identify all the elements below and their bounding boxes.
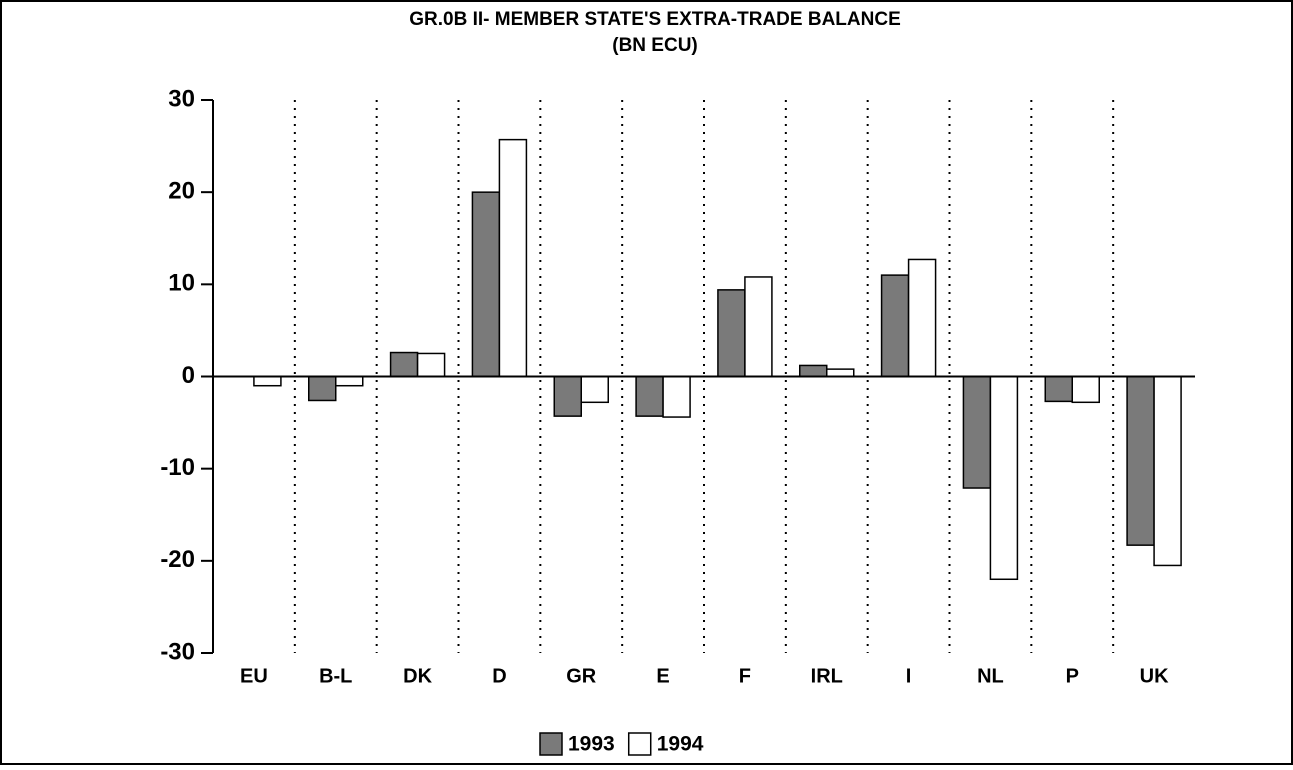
bar [1071,375,1100,404]
x-tick-label: I [906,665,912,687]
y-tick-label: 30 [168,85,195,112]
legend-label: 1994 [657,733,704,756]
bar [1153,375,1182,567]
x-tick-label: GR [566,665,597,687]
legend-swatch [539,732,563,756]
bar [717,289,746,378]
x-tick-label: EU [240,665,268,687]
legend-label: 1993 [568,733,615,756]
x-tick-label: B-L [319,665,352,687]
bar [335,375,364,387]
y-tick-label: -10 [160,454,195,481]
bar [1044,375,1073,403]
bar [989,375,1019,581]
x-tick-label: NL [977,665,1004,687]
bar [553,375,582,417]
bar [416,352,446,378]
x-tick-label: P [1066,665,1079,687]
x-tick-label: D [492,665,506,687]
x-tick-label: DK [403,665,432,687]
bar [308,375,337,402]
x-tick-label: F [739,665,751,687]
y-tick-label: 0 [182,362,195,389]
bar [907,258,937,378]
legend-swatch [627,732,652,756]
bar [744,276,773,378]
bar [635,375,664,417]
y-tick-label: 10 [168,270,195,297]
bar [389,351,419,378]
bar [962,375,992,489]
y-tick-label: 20 [168,178,195,205]
bar [471,191,501,378]
bar [799,364,828,378]
bar [1126,375,1155,546]
x-tick-label: UK [1140,665,1169,687]
bar [253,375,282,387]
bar [880,274,910,378]
y-tick-label: -30 [160,638,195,665]
y-tick-label: -20 [160,546,195,573]
chart-title: GR.0B II- MEMBER STATE'S EXTRA-TRADE BAL… [409,9,901,30]
bar [662,375,691,418]
bar [498,138,528,378]
bar [580,375,609,404]
chart-subtitle: (BN ECU) [612,35,698,56]
bar [826,368,855,378]
x-tick-label: IRL [811,665,843,687]
x-tick-label: E [656,665,669,687]
